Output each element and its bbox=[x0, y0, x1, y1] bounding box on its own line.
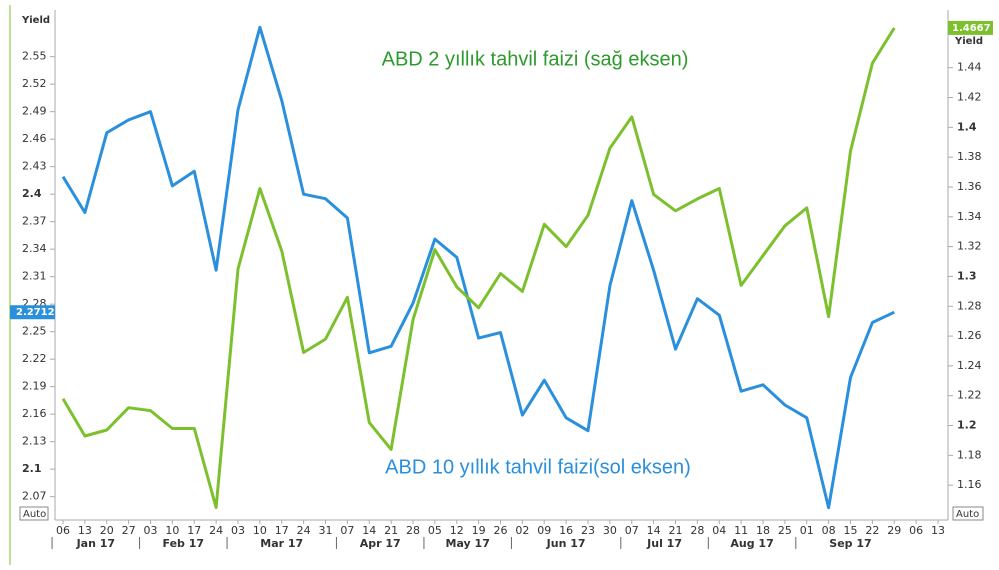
x-tick-label: 01 bbox=[800, 524, 814, 537]
y-tick-label: 2.31 bbox=[22, 270, 47, 283]
x-tick-label: 31 bbox=[319, 524, 333, 537]
last-value-label: 1.4667 bbox=[952, 23, 991, 34]
last-value-label: 2.2712 bbox=[16, 307, 55, 318]
y-tick-label: 2.49 bbox=[22, 105, 47, 118]
y-tick-label: 2.16 bbox=[22, 407, 47, 420]
x-tick-label: 14 bbox=[362, 524, 376, 537]
month-label: May 17 bbox=[446, 537, 490, 550]
month-label: Jun 17 bbox=[546, 537, 586, 550]
y-tick-label: 2.25 bbox=[22, 325, 47, 338]
y2-label: Yield bbox=[954, 36, 983, 47]
x-tick-label: 09 bbox=[537, 524, 551, 537]
x-tick-label: 20 bbox=[100, 524, 114, 537]
y2-tick-label: 1.34 bbox=[957, 210, 982, 223]
y-tick-label: 2.4 bbox=[22, 187, 42, 200]
y2-tick-label: 1.16 bbox=[957, 478, 982, 491]
y-tick-label: 2.52 bbox=[22, 77, 47, 90]
x-tick-label: 04 bbox=[712, 524, 726, 537]
x-tick-label: 19 bbox=[472, 524, 486, 537]
x-tick-label: 28 bbox=[690, 524, 704, 537]
x-tick-label: 13 bbox=[931, 524, 945, 537]
x-tick-label: 25 bbox=[778, 524, 792, 537]
y2-tick-label: 1.42 bbox=[957, 91, 982, 104]
x-tick-label: 30 bbox=[603, 524, 617, 537]
x-tick-label: 03 bbox=[231, 524, 245, 537]
series-line bbox=[61, 27, 896, 509]
y2-tick-label: 1.44 bbox=[957, 61, 982, 74]
y-tick-label: 2.46 bbox=[22, 132, 47, 145]
month-label: Jan 17 bbox=[76, 537, 115, 550]
y-tick-label: 2.43 bbox=[22, 160, 47, 173]
auto-label: Auto bbox=[23, 509, 46, 520]
x-tick-label: 16 bbox=[559, 524, 573, 537]
last-value-box bbox=[948, 20, 993, 35]
y2-tick-label: 1.32 bbox=[957, 240, 982, 253]
x-tick-label: 24 bbox=[297, 524, 311, 537]
x-tick-label: 02 bbox=[515, 524, 529, 537]
y-tick-label: 2.22 bbox=[22, 352, 47, 365]
x-tick-label: 17 bbox=[187, 524, 201, 537]
y2-tick-label: 1.28 bbox=[957, 299, 982, 312]
y-tick-label: 2.37 bbox=[22, 215, 47, 228]
x-tick-label: 22 bbox=[865, 524, 879, 537]
x-tick-label: 21 bbox=[384, 524, 398, 537]
y2-tick-label: 1.4 bbox=[957, 120, 977, 133]
y2-tick-label: 1.18 bbox=[957, 448, 982, 461]
month-label: Jul 17 bbox=[646, 537, 682, 550]
y2-tick-label: 1.36 bbox=[957, 180, 982, 193]
y-label: Yield bbox=[21, 15, 50, 26]
auto-box bbox=[952, 506, 984, 521]
x-tick-label: 08 bbox=[822, 524, 836, 537]
annotation: ABD 10 yıllık tahvil faizi(sol eksen) bbox=[385, 456, 691, 478]
series-line bbox=[61, 25, 895, 510]
y-tick-label: 2.19 bbox=[22, 380, 47, 393]
month-label: Mar 17 bbox=[260, 537, 303, 550]
x-tick-label: 05 bbox=[428, 524, 442, 537]
x-tick-label: 28 bbox=[406, 524, 420, 537]
x-tick-label: 23 bbox=[581, 524, 595, 537]
y-tick-label: 2.13 bbox=[22, 435, 47, 448]
y2-tick-label: 1.2 bbox=[957, 419, 977, 432]
x-tick-label: 15 bbox=[844, 524, 858, 537]
x-tick-label: 11 bbox=[734, 524, 748, 537]
x-tick-label: 17 bbox=[275, 524, 289, 537]
month-label: Feb 17 bbox=[163, 537, 205, 550]
x-tick-label: 10 bbox=[165, 524, 179, 537]
y-tick-label: 2.55 bbox=[22, 50, 47, 63]
x-tick-label: 07 bbox=[340, 524, 354, 537]
month-label: Apr 17 bbox=[360, 537, 401, 550]
x-tick-label: 06 bbox=[56, 524, 70, 537]
x-tick-label: 27 bbox=[122, 524, 136, 537]
x-tick-label: 13 bbox=[78, 524, 92, 537]
month-label: Sep 17 bbox=[829, 537, 871, 550]
y-tick-label: 2.1 bbox=[22, 462, 42, 475]
y2-tick-label: 1.24 bbox=[957, 359, 982, 372]
x-tick-label: 29 bbox=[887, 524, 901, 537]
x-tick-label: 14 bbox=[647, 524, 661, 537]
x-tick-label: 06 bbox=[909, 524, 923, 537]
x-tick-label: 12 bbox=[450, 524, 464, 537]
y2-tick-label: 1.38 bbox=[957, 150, 982, 163]
x-tick-label: 10 bbox=[253, 524, 267, 537]
auto-box bbox=[19, 506, 49, 521]
annotation: ABD 2 yıllık tahvil faizi (sağ eksen) bbox=[382, 48, 689, 70]
x-tick-label: 03 bbox=[144, 524, 158, 537]
y2-tick-label: 1.22 bbox=[957, 389, 982, 402]
y-tick-label: 2.34 bbox=[22, 242, 47, 255]
x-tick-label: 26 bbox=[494, 524, 508, 537]
x-tick-label: 24 bbox=[209, 524, 223, 537]
month-label: Aug 17 bbox=[730, 537, 773, 550]
y2-tick-label: 1.26 bbox=[957, 329, 982, 342]
last-value-box bbox=[10, 305, 55, 320]
auto-label: Auto bbox=[956, 509, 979, 520]
x-tick-label: 18 bbox=[756, 524, 770, 537]
x-tick-label: 07 bbox=[625, 524, 639, 537]
y-tick-label: 2.07 bbox=[22, 490, 47, 503]
x-tick-label: 21 bbox=[669, 524, 683, 537]
y2-tick-label: 1.3 bbox=[957, 269, 977, 282]
